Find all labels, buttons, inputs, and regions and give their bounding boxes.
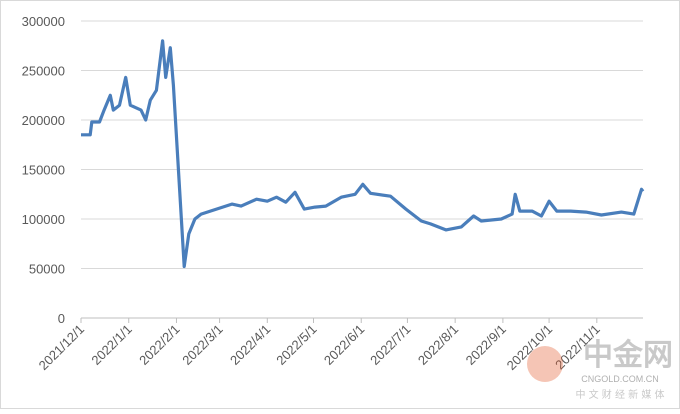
y-tick-label: 50000 (29, 262, 65, 277)
line (81, 39, 645, 269)
watermark-brand: 中金网 (583, 338, 673, 373)
y-tick-label: 150000 (22, 163, 65, 178)
y-tick-label: 100000 (22, 212, 65, 227)
watermark-logo (527, 346, 563, 382)
y-tick-label: 250000 (22, 64, 65, 79)
watermark-site: CNGOLD.COM.CN (581, 374, 659, 384)
y-tick-label: 300000 (22, 14, 65, 29)
watermark-slogan: 中 文 财 经 新 媒 体 (575, 388, 664, 401)
y-tick-label: 0 (58, 311, 65, 326)
y-tick-label: 200000 (22, 113, 65, 128)
